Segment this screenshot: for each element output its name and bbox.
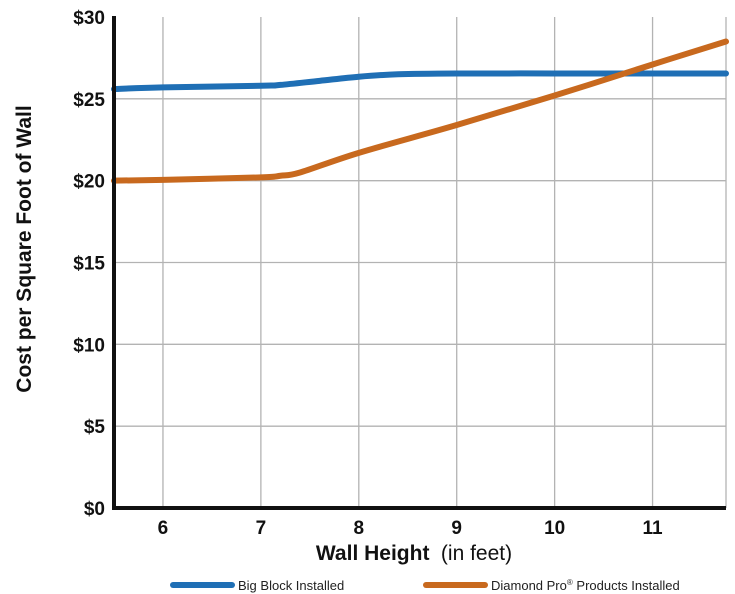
x-axis-label: Wall Height (in feet) xyxy=(316,542,512,565)
y-tick-label: $20 xyxy=(73,172,105,193)
x-tick-label: 9 xyxy=(451,518,462,539)
y-tick-label: $15 xyxy=(73,254,105,275)
x-tick-label: 7 xyxy=(256,518,267,539)
y-tick-label: $0 xyxy=(84,499,105,520)
axes xyxy=(112,16,726,510)
y-tick-label: $30 xyxy=(73,8,105,29)
y-tick-label: $25 xyxy=(73,90,105,111)
legend: Big Block Installed Diamond Pro® Product… xyxy=(170,578,680,593)
series-line-diamond-pro xyxy=(111,38,729,184)
series-line-big-block xyxy=(111,70,729,93)
y-tick-labels: $0 $5 $10 $15 $20 $25 $30 xyxy=(73,8,105,520)
legend-item-diamond-pro: Diamond Pro® Products Installed xyxy=(423,578,680,593)
gridlines xyxy=(114,17,727,508)
y-axis-label: Cost per Square Foot of Wall xyxy=(13,105,36,392)
x-axis-label-main: Wall Height xyxy=(316,542,430,565)
y-tick-label: $10 xyxy=(73,335,105,356)
legend-label-diamond-pro: Diamond Pro® Products Installed xyxy=(491,578,680,593)
x-axis-label-unit: (in feet) xyxy=(441,542,512,565)
x-tick-label: 10 xyxy=(544,518,565,539)
legend-label-big-block: Big Block Installed xyxy=(238,578,344,593)
legend-label-diamond-pro-rest: Products Installed xyxy=(573,578,680,593)
legend-item-big-block: Big Block Installed xyxy=(170,578,344,593)
x-tick-label: 6 xyxy=(158,518,169,539)
registered-mark: ® xyxy=(567,578,573,587)
x-tick-label: 8 xyxy=(354,518,365,539)
x-tick-label: 11 xyxy=(643,518,664,539)
legend-label-diamond-pro-name: Diamond Pro xyxy=(491,578,567,593)
series-lines xyxy=(111,38,729,184)
y-tick-label: $5 xyxy=(84,417,106,438)
x-tick-labels: 6 7 8 9 10 11 xyxy=(158,518,663,539)
